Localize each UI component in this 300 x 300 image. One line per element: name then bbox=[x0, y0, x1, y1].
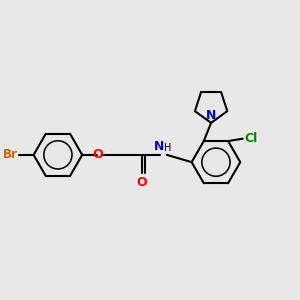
Text: H: H bbox=[164, 143, 171, 153]
Text: O: O bbox=[93, 148, 103, 161]
Text: N: N bbox=[154, 140, 165, 153]
Text: Cl: Cl bbox=[244, 132, 257, 145]
Text: N: N bbox=[206, 109, 216, 122]
Text: Br: Br bbox=[3, 148, 18, 161]
Text: O: O bbox=[136, 176, 147, 188]
